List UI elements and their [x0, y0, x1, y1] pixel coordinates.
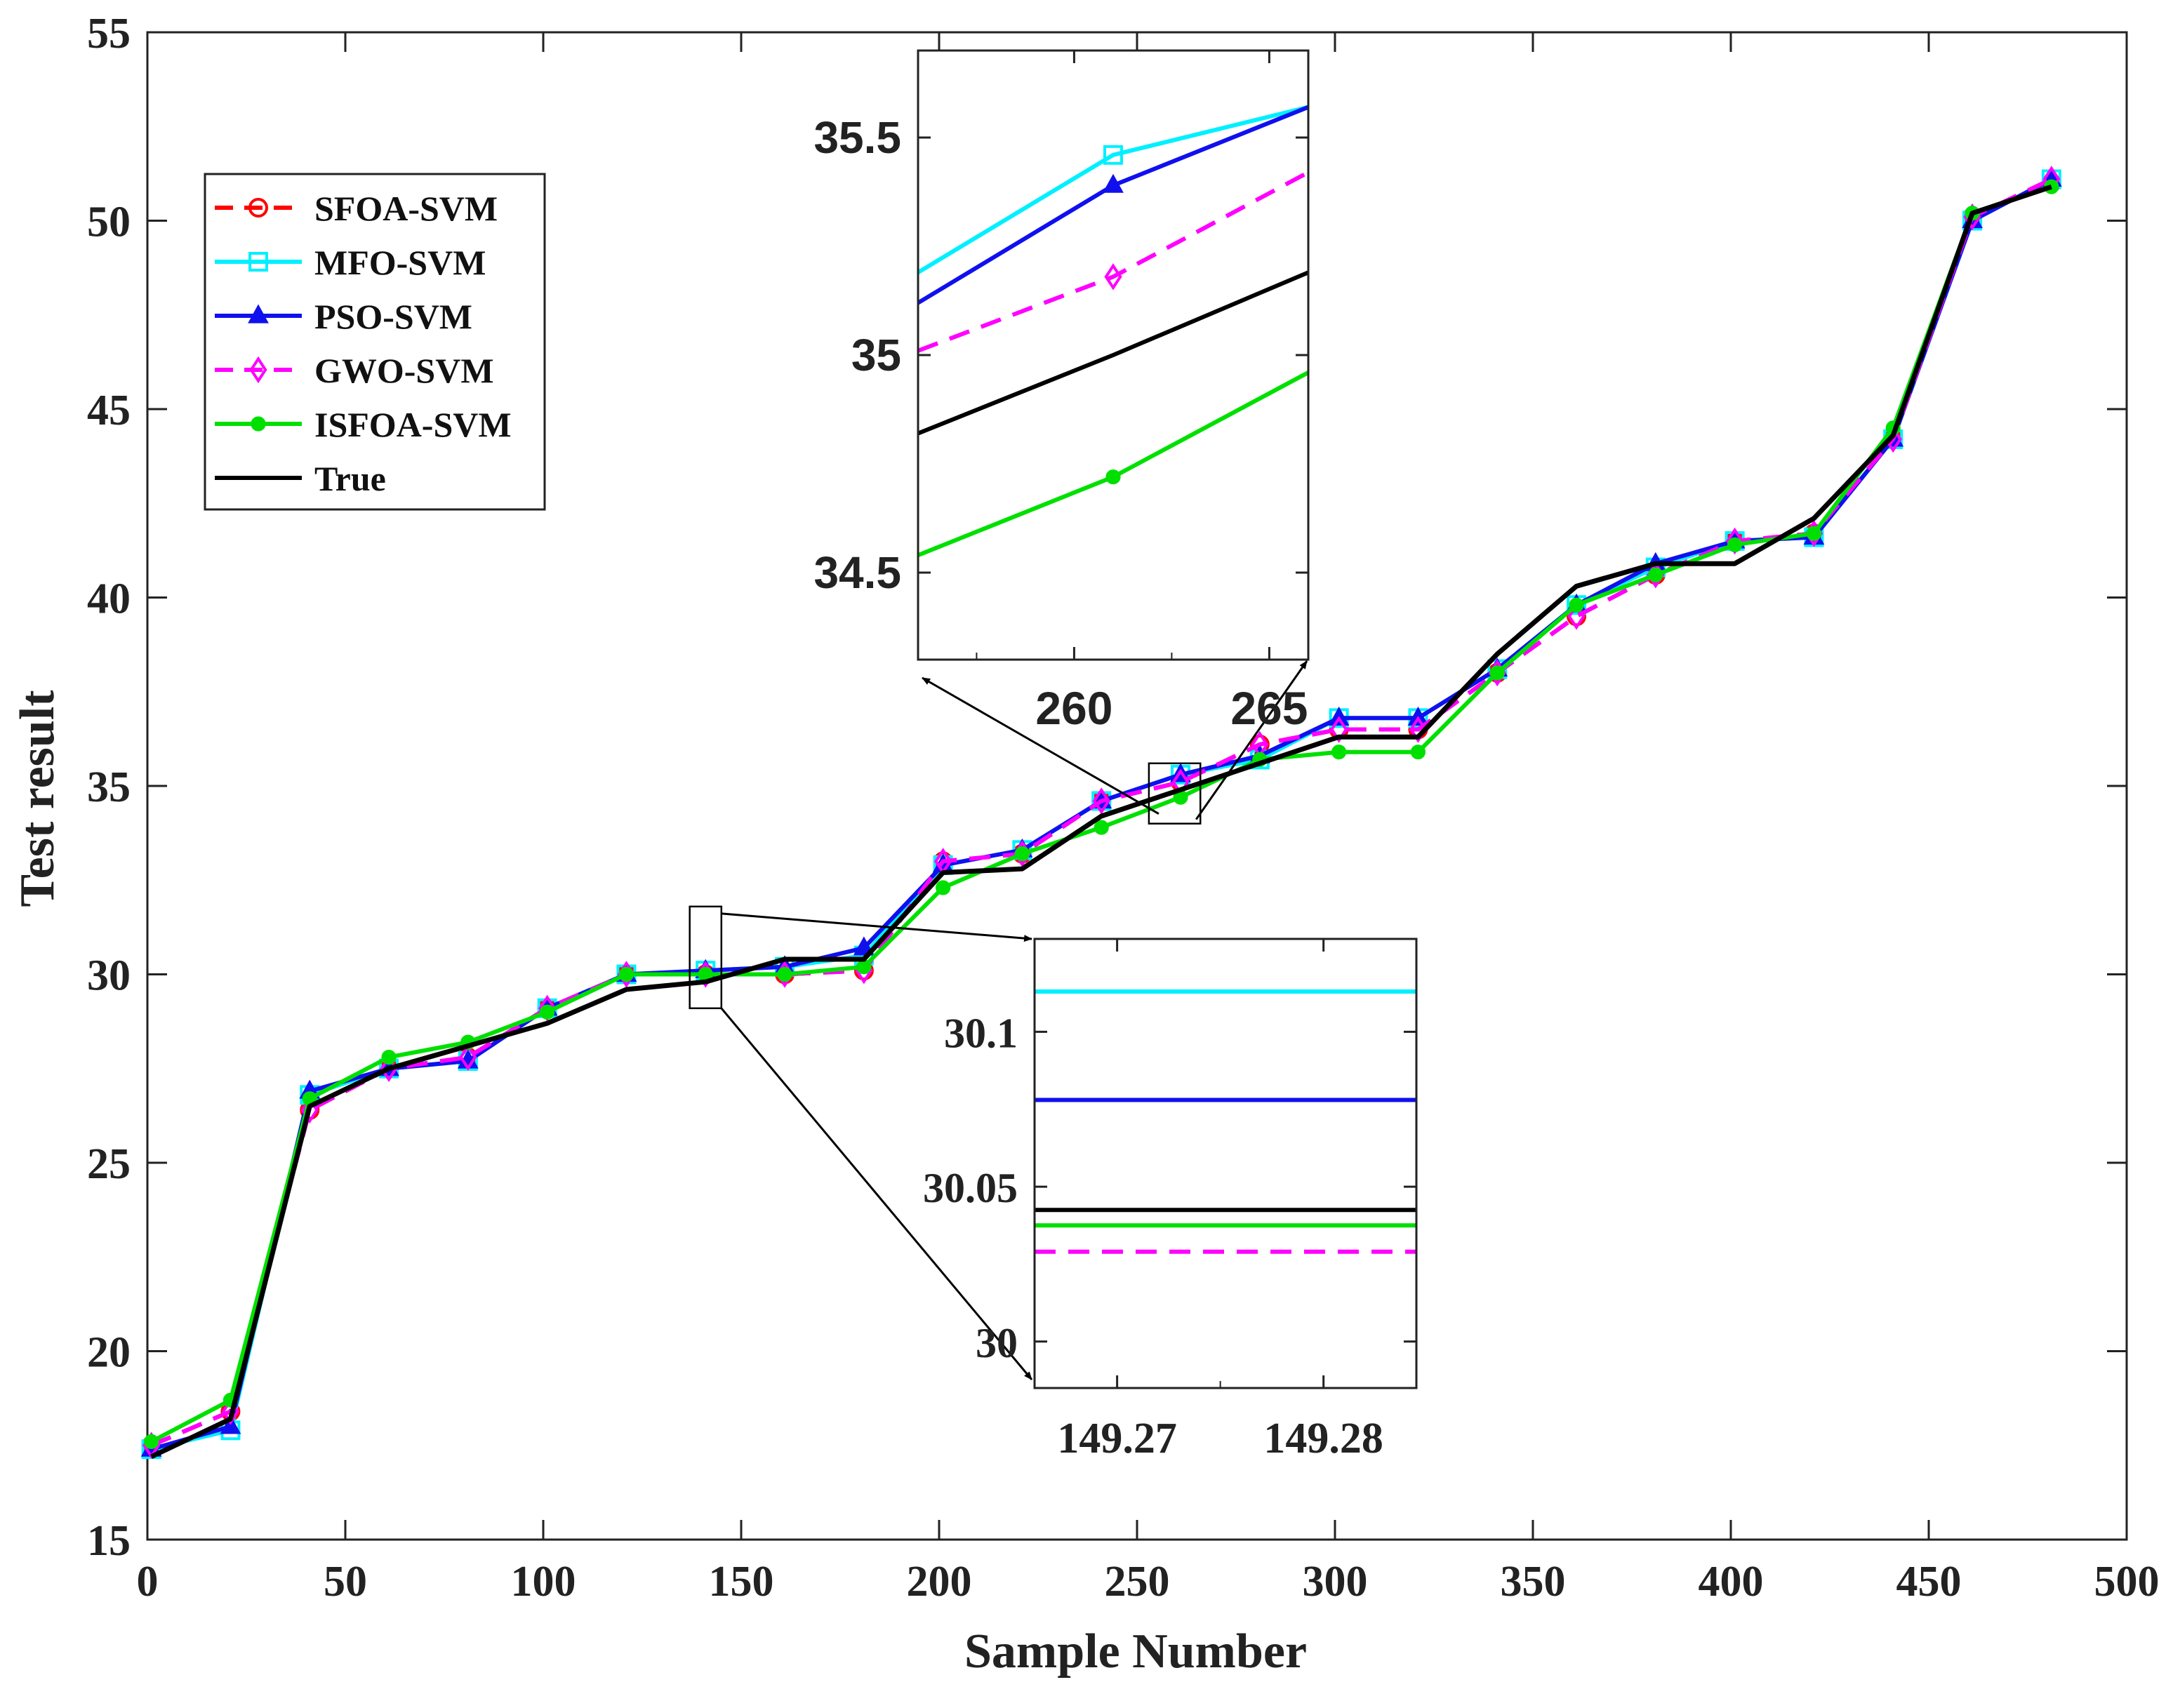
legend-entry-isfoa-svm: ISFOA-SVM: [215, 405, 512, 444]
legend-entry-true: True: [215, 459, 386, 498]
data-point-isfoa-svm: [1569, 597, 1584, 613]
data-point-isfoa-svm: [1331, 745, 1347, 760]
inset-x-tick-label: 149.27: [1057, 1415, 1177, 1462]
data-point-isfoa-svm: [1489, 665, 1505, 681]
y-tick-label: 35: [87, 763, 131, 811]
inset-point-mfo-svm: [1103, 145, 1123, 165]
inset-line-gwo-svm: [918, 170, 1308, 353]
data-point-isfoa-svm: [1648, 567, 1663, 582]
x-tick-label: 200: [907, 1558, 972, 1606]
data-point-gwo-svm: [459, 1043, 477, 1071]
x-tick-label: 250: [1105, 1558, 1170, 1606]
data-point-pso-svm: [853, 936, 875, 956]
series-isfoa-svm: [144, 179, 2059, 1449]
inset-y-tick-label: 30.05: [923, 1165, 1018, 1211]
y-tick-label: 30: [87, 952, 131, 1000]
x-tick-label: 400: [1699, 1558, 1764, 1606]
legend-label: True: [314, 459, 386, 498]
legend-marker: [249, 356, 267, 384]
data-point-gwo-svm: [1092, 787, 1110, 815]
data-point-isfoa-svm: [618, 966, 634, 982]
inset-frame: [1033, 938, 1418, 1389]
data-point-isfoa-svm: [381, 1050, 397, 1065]
inset-x-tick-label: 265: [1230, 682, 1308, 734]
inset-y-tick-label: 35.5: [813, 112, 901, 163]
inset-zoom-upper: 260 265 34.5 35 35.5: [813, 49, 1310, 734]
legend-entry-mfo-svm: MFO-SVM: [215, 243, 486, 282]
zoom-connector-arrow: [721, 912, 1032, 942]
data-point-gwo-svm: [1330, 716, 1348, 743]
inset-background: [1035, 939, 1416, 1388]
data-point-isfoa-svm: [1806, 526, 1822, 541]
legend-label: GWO-SVM: [314, 351, 494, 390]
inset-x-tick-label: 149.28: [1263, 1415, 1383, 1462]
x-tick-label: 300: [1303, 1558, 1368, 1606]
x-tick-label: 150: [709, 1558, 774, 1606]
x-tick-label: 500: [2094, 1558, 2160, 1606]
y-tick-label: 45: [87, 387, 131, 434]
data-point-isfoa-svm: [936, 880, 951, 895]
x-tick-label: 350: [1501, 1558, 1566, 1606]
y-axis-title: Test result: [11, 690, 65, 907]
zoom-connector-arrow: [720, 1007, 1033, 1380]
data-point-isfoa-svm: [1094, 820, 1109, 835]
legend-box: [204, 173, 546, 511]
data-point-isfoa-svm: [144, 1434, 159, 1449]
data-point-gwo-svm: [1409, 716, 1428, 743]
inset-y-tick-label: 34.5: [813, 547, 901, 598]
zoom-region-zoom-lower: [689, 905, 723, 1010]
legend-entry-pso-svm: PSO-SVM: [215, 297, 472, 336]
y-tick-label: 40: [87, 575, 131, 623]
legend-marker: [248, 304, 269, 323]
data-point-isfoa-svm: [777, 966, 792, 982]
legend-entry-sfoa-svm: SFOA-SVM: [215, 189, 498, 228]
zoom-connector-arrow: [1195, 660, 1308, 820]
inset-lines: [918, 105, 1308, 557]
legend-label: PSO-SVM: [314, 297, 472, 336]
inset-line-true: [918, 270, 1308, 436]
inset-x-tick-label: 260: [1035, 682, 1112, 734]
x-tick-label: 450: [1896, 1558, 1962, 1606]
legend-marker: [248, 198, 268, 218]
data-point-isfoa-svm: [1727, 537, 1743, 552]
x-axis-title: Sample Number: [964, 1624, 1307, 1679]
inset-y-tick-label: 35: [851, 330, 901, 380]
data-point-isfoa-svm: [1410, 745, 1426, 760]
inset-point-gwo-svm: [1104, 263, 1122, 291]
y-tick-label: 50: [87, 199, 131, 246]
series-line-true: [150, 184, 2052, 1460]
inset-point-pso-svm: [1103, 173, 1124, 193]
y-tick-label: 25: [87, 1140, 131, 1188]
legend-label: ISFOA-SVM: [314, 405, 512, 444]
y-tick-label: 20: [87, 1329, 131, 1377]
inset-y-tick-label: 30.1: [944, 1010, 1018, 1056]
y-tick-label: 55: [87, 10, 131, 58]
legend-entry-gwo-svm: GWO-SVM: [215, 351, 494, 390]
x-tick-label: 100: [511, 1558, 576, 1606]
zoom-connector-arrow: [922, 676, 1159, 815]
x-tick-label: 0: [137, 1558, 159, 1606]
inset-point-isfoa-svm: [1105, 469, 1121, 485]
inset-y-tick-label: 30: [976, 1320, 1018, 1366]
legend-label: MFO-SVM: [314, 243, 486, 282]
data-point-isfoa-svm: [856, 959, 872, 975]
inset-line-mfo-svm: [918, 105, 1308, 274]
data-point-isfoa-svm: [540, 1004, 555, 1020]
y-tick-label: 15: [87, 1517, 131, 1565]
x-tick-label: 50: [324, 1558, 367, 1606]
data-point-isfoa-svm: [1014, 846, 1030, 862]
zoom-region-zoom-upper: [1148, 762, 1202, 825]
inset-zoom-lower: 149.27 149.28 30 30.05 30.1: [923, 938, 1418, 1462]
inset-lines: [1035, 989, 1416, 1254]
legend-marker: [251, 416, 266, 432]
legend-marker: [248, 252, 268, 272]
series-true: [150, 184, 2052, 1460]
legend-label: SFOA-SVM: [314, 189, 498, 228]
data-point-gwo-svm: [1567, 603, 1586, 630]
